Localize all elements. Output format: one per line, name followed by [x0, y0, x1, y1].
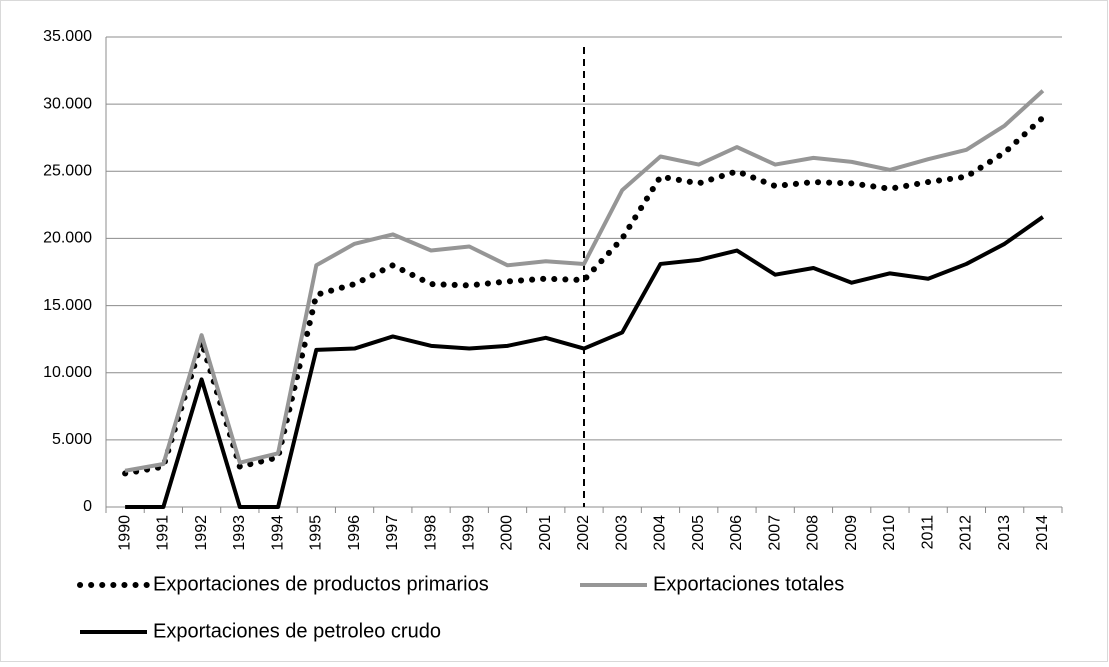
line-series — [125, 215, 1045, 509]
x-tick-label: 1991 — [155, 515, 172, 551]
y-tick-label: 5.000 — [52, 431, 92, 448]
x-tick-label: 2012 — [958, 515, 975, 551]
x-tick-label: 2008 — [805, 515, 822, 551]
y-tick-label: 20.000 — [43, 230, 92, 247]
x-tick-label: 2013 — [996, 515, 1013, 551]
x-tick-label: 1999 — [460, 515, 477, 551]
x-tick-label: 1993 — [231, 515, 248, 551]
x-tick-label: 2010 — [881, 515, 898, 551]
x-tick-label: 1996 — [346, 515, 363, 551]
y-tick-label: 30.000 — [43, 95, 92, 112]
legend-label: Exportaciones totales — [653, 573, 844, 595]
x-tick-label: 2002 — [575, 515, 592, 551]
x-tick-label: 2009 — [843, 515, 860, 551]
x-tick-label: 1995 — [308, 515, 325, 551]
x-tick-label: 2003 — [613, 515, 630, 551]
y-tick-label: 35.000 — [43, 28, 92, 45]
x-tick-label: 2014 — [1034, 515, 1051, 551]
x-tick-label: 2001 — [537, 515, 554, 551]
x-tick-label: 2006 — [728, 515, 745, 551]
x-tick-label: 1998 — [422, 515, 439, 551]
x-tick-label: 1990 — [116, 515, 133, 551]
x-tick-label: 2000 — [499, 515, 516, 551]
y-tick-label: 0 — [83, 498, 92, 515]
x-tick-label: 2007 — [766, 515, 783, 551]
x-tick-label: 2011 — [919, 515, 936, 550]
x-tick-label: 2004 — [652, 515, 669, 551]
y-tick-label: 10.000 — [43, 364, 92, 381]
x-tick-label: 1994 — [269, 515, 286, 551]
line-series — [124, 89, 1045, 473]
y-tick-label: 15.000 — [43, 297, 92, 314]
y-tick-label: 25.000 — [43, 163, 92, 180]
x-tick-label: 1997 — [384, 515, 401, 551]
x-tick-label: 1992 — [193, 515, 210, 551]
legend-label: Exportaciones de productos primarios — [153, 573, 489, 595]
x-tick-label: 2005 — [690, 515, 707, 551]
legend-label: Exportaciones de petroleo crudo — [153, 620, 441, 642]
